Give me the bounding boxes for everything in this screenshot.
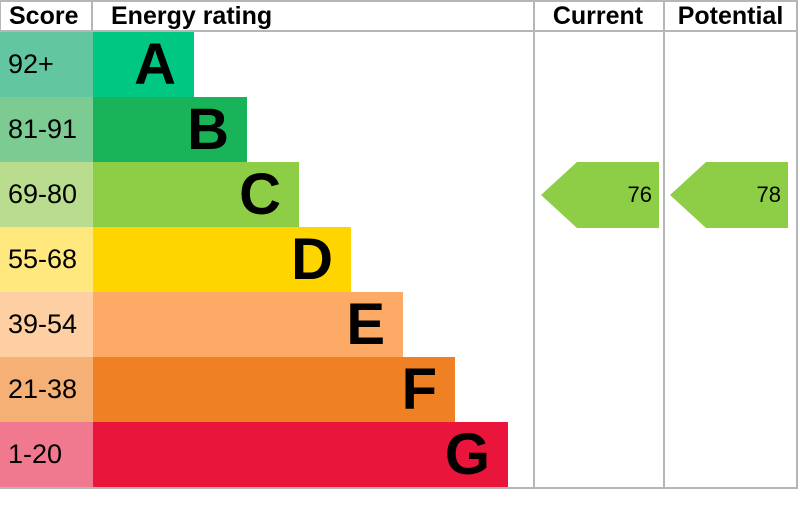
header-score-label: Score — [9, 1, 79, 30]
left-arrow-icon — [541, 162, 659, 228]
band-rows: 92+ A 81-91 B 69-80 C — [0, 32, 533, 487]
band-bar: B — [93, 97, 247, 162]
band-score-label: 92+ — [8, 49, 54, 79]
band-score-label: 1-20 — [8, 439, 63, 469]
epc-table: Score Energy rating Current Potential 92… — [0, 0, 798, 489]
band-bar: G — [93, 422, 508, 487]
header-current-label: Current — [552, 1, 644, 30]
band-row-a: 92+ A — [0, 32, 533, 97]
divider-energy-current — [533, 0, 535, 489]
divider-current-potential — [663, 0, 665, 489]
header-potential: Potential — [663, 2, 798, 30]
band-score-cell: 92+ — [0, 32, 93, 97]
band-letter: G — [444, 421, 490, 487]
band-bar: F — [93, 357, 455, 422]
band-bar: E — [93, 292, 403, 357]
band-bar: D — [93, 227, 351, 292]
band-row-g: 1-20 G — [0, 422, 533, 487]
band-score-cell: 55-68 — [0, 227, 93, 292]
header-energy-rating: Energy rating — [93, 2, 533, 30]
band-letter: B — [187, 96, 229, 162]
band-row-c: 69-80 C — [0, 162, 533, 227]
band-letter: C — [239, 161, 281, 227]
band-score-label: 69-80 — [8, 179, 78, 209]
band-score-cell: 69-80 — [0, 162, 93, 227]
band-score-label: 21-38 — [8, 374, 78, 404]
band-bar: A — [93, 32, 194, 97]
band-row-b: 81-91 B — [0, 97, 533, 162]
potential-rating-value: 78 — [756, 182, 781, 207]
current-rating-arrow: 76 — [541, 162, 659, 228]
left-arrow-icon — [670, 162, 788, 228]
band-score-label: 81-91 — [8, 114, 78, 144]
band-score-cell: 81-91 — [0, 97, 93, 162]
current-rating-value: 76 — [627, 182, 652, 207]
band-row-e: 39-54 E — [0, 292, 533, 357]
band-bar: C — [93, 162, 299, 227]
header-score: Score — [0, 2, 93, 30]
band-score-cell: 1-20 — [0, 422, 93, 487]
header-current: Current — [533, 2, 663, 30]
band-row-f: 21-38 F — [0, 357, 533, 422]
band-score-cell: 21-38 — [0, 357, 93, 422]
band-letter: E — [346, 291, 385, 357]
header-potential-label: Potential — [677, 1, 784, 30]
band-letter: A — [134, 31, 176, 97]
band-score-cell: 39-54 — [0, 292, 93, 357]
header-energy-rating-label: Energy rating — [111, 1, 273, 30]
band-score-label: 39-54 — [8, 309, 78, 339]
band-letter: F — [401, 356, 437, 422]
band-row-d: 55-68 D — [0, 227, 533, 292]
band-score-label: 55-68 — [8, 244, 78, 274]
band-letter: D — [291, 226, 333, 292]
table-bottom-border — [0, 487, 798, 489]
potential-rating-arrow: 78 — [670, 162, 788, 228]
table-right-border — [796, 0, 798, 489]
header-row: Score Energy rating Current Potential — [0, 0, 798, 32]
